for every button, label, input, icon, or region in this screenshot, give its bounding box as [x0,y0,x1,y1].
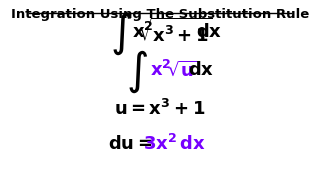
Text: $\mathbf{dx}$: $\mathbf{dx}$ [196,23,222,41]
Text: $\mathbf{x^2}$: $\mathbf{x^2}$ [132,22,153,42]
Text: $\mathbf{du =}$: $\mathbf{du =}$ [108,135,153,153]
Text: Integration Using The Substitution Rule: Integration Using The Substitution Rule [11,8,309,21]
Text: $\mathbf{\sqrt{u}}$: $\mathbf{\sqrt{u}}$ [167,60,198,80]
Text: $\mathbf{dx}$: $\mathbf{dx}$ [188,61,214,79]
Text: $\int$: $\int$ [126,48,148,95]
Text: $\mathbf{u = x^3 + 1}$: $\mathbf{u = x^3 + 1}$ [114,99,206,119]
Text: $\mathbf{3x^2\,dx}$: $\mathbf{3x^2\,dx}$ [143,134,206,154]
Text: $\mathbf{x^2}$: $\mathbf{x^2}$ [150,60,172,80]
Text: $\int$: $\int$ [110,10,132,57]
Text: $\mathbf{\sqrt{x^3+1}}$: $\mathbf{\sqrt{x^3+1}}$ [138,18,212,46]
